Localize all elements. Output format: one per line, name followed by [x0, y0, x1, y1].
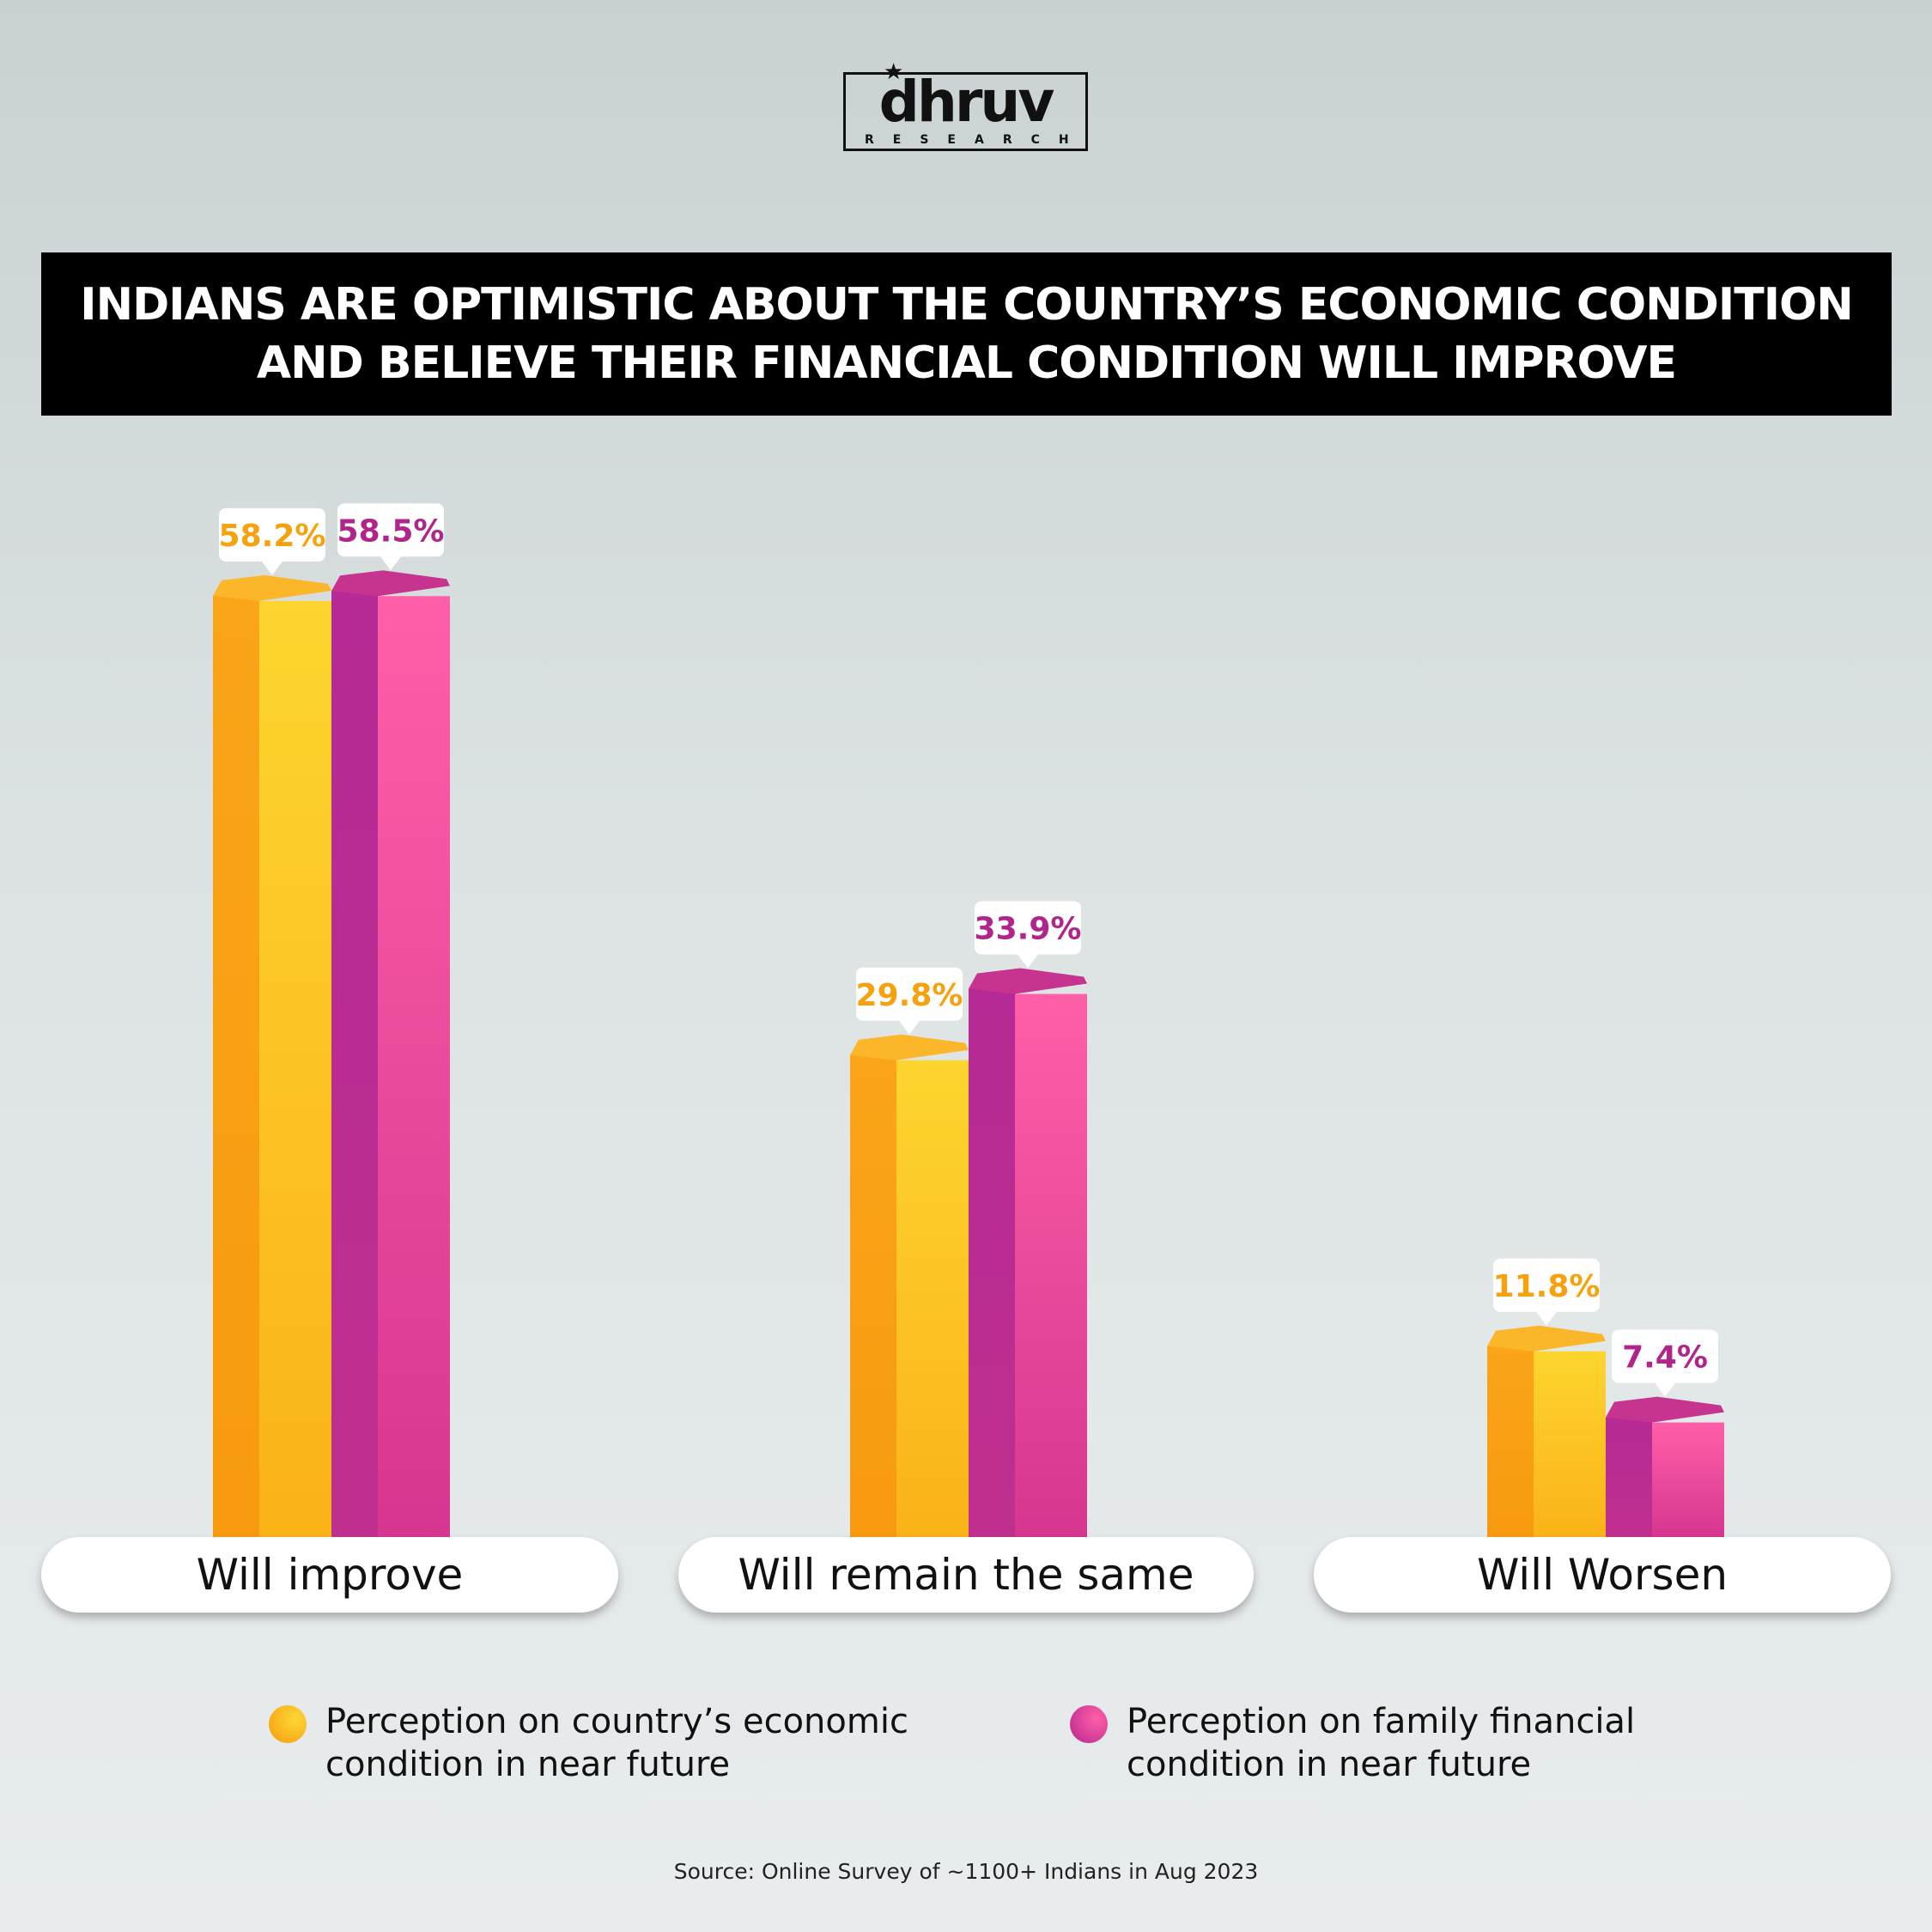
data-label-pointer-will-remain-the-same-s2 — [1018, 954, 1038, 969]
data-label-bubble-will-worsen-s1 — [1493, 1258, 1600, 1312]
bar-right-face-will-improve-s1 — [259, 600, 331, 1537]
bar-top-will-improve-s2 — [331, 570, 450, 597]
bar-left-face-will-remain-the-same-s1 — [850, 1054, 896, 1537]
bar-right-face-will-improve-s2 — [378, 596, 450, 1537]
category-pill-will-improve: Will improve — [41, 1537, 618, 1613]
legend-label-country: Perception on country’s economic conditi… — [325, 1700, 927, 1786]
legend-label-country-line2: condition in near future — [325, 1745, 731, 1784]
bar-right-face-will-remain-the-same-s1 — [896, 1060, 969, 1537]
data-label-bubble-will-remain-the-same-s1 — [856, 967, 963, 1021]
bar-left-face-will-remain-the-same-s2 — [969, 988, 1015, 1537]
data-label-bubble-will-remain-the-same-s2 — [975, 901, 1081, 955]
data-label-bubble-will-worsen-s2 — [1612, 1329, 1718, 1383]
title-line-2: AND BELIEVE THEIR FINANCIAL CONDITION WI… — [256, 337, 1677, 389]
data-label-will-improve-s1: 58.2% — [219, 519, 326, 554]
legend-swatch-orange — [269, 1705, 307, 1743]
data-label-will-remain-the-same-s2: 33.9% — [975, 912, 1082, 947]
bar-top-will-remain-the-same-s1 — [850, 1034, 969, 1060]
logo-subtitle: RESEARCH — [865, 133, 1088, 147]
logo-word: dhruv — [878, 69, 1055, 135]
bar-right-face-will-worsen-s1 — [1534, 1351, 1606, 1537]
bar-top-will-worsen-s2 — [1606, 1396, 1724, 1423]
bar-top-will-improve-s1 — [213, 574, 331, 601]
bar-top-will-worsen-s1 — [1487, 1325, 1606, 1352]
data-label-pointer-will-worsen-s2 — [1655, 1382, 1675, 1397]
data-label-pointer-will-remain-the-same-s1 — [899, 1020, 920, 1035]
legend-label-family-line1: Perception on family financial — [1127, 1702, 1636, 1741]
data-label-bubble-will-improve-s2 — [337, 503, 444, 557]
source-note: Source: Online Survey of ~1100+ Indians … — [673, 1859, 1259, 1884]
star-icon: ★ — [884, 59, 904, 85]
bar-top-will-remain-the-same-s2 — [969, 968, 1087, 994]
data-label-pointer-will-improve-s1 — [262, 561, 283, 575]
legend-item-family: Perception on family financial condition… — [1070, 1700, 1728, 1786]
legend-item-country: Perception on country’s economic conditi… — [269, 1700, 927, 1786]
data-label-will-remain-the-same-s1: 29.8% — [856, 978, 963, 1013]
legend-label-country-line1: Perception on country’s economic — [325, 1702, 908, 1741]
legend-swatch-magenta — [1070, 1705, 1108, 1743]
title-banner: INDIANS ARE OPTIMISTIC ABOUT THE COUNTRY… — [41, 252, 1892, 416]
legend-label-family: Perception on family financial condition… — [1127, 1700, 1728, 1786]
data-label-will-improve-s2: 58.5% — [337, 513, 445, 549]
page-title: INDIANS ARE OPTIMISTIC ABOUT THE COUNTRY… — [80, 276, 1854, 392]
bar-right-face-will-remain-the-same-s2 — [1015, 993, 1087, 1537]
data-label-bubble-will-improve-s1 — [219, 507, 325, 562]
bar-right-face-will-worsen-s2 — [1652, 1422, 1724, 1537]
category-pill-will-worsen: Will Worsen — [1314, 1537, 1891, 1613]
data-label-pointer-will-improve-s2 — [380, 556, 401, 571]
bar-left-face-will-improve-s2 — [331, 591, 378, 1537]
category-pill-will-remain-the-same: Will remain the same — [678, 1537, 1254, 1613]
dhruv-research-logo: ★ dhruv RESEARCH — [843, 59, 1088, 151]
bar-left-face-will-worsen-s2 — [1606, 1417, 1652, 1537]
title-line-1: INDIANS ARE OPTIMISTIC ABOUT THE COUNTRY… — [80, 279, 1854, 331]
data-label-pointer-will-worsen-s1 — [1536, 1311, 1557, 1326]
legend-label-family-line2: condition in near future — [1127, 1745, 1532, 1784]
bar-left-face-will-improve-s1 — [213, 595, 259, 1537]
data-label-will-worsen-s2: 7.4% — [1622, 1340, 1708, 1376]
bar-left-face-will-worsen-s1 — [1487, 1346, 1534, 1537]
data-label-will-worsen-s1: 11.8% — [1493, 1269, 1601, 1304]
